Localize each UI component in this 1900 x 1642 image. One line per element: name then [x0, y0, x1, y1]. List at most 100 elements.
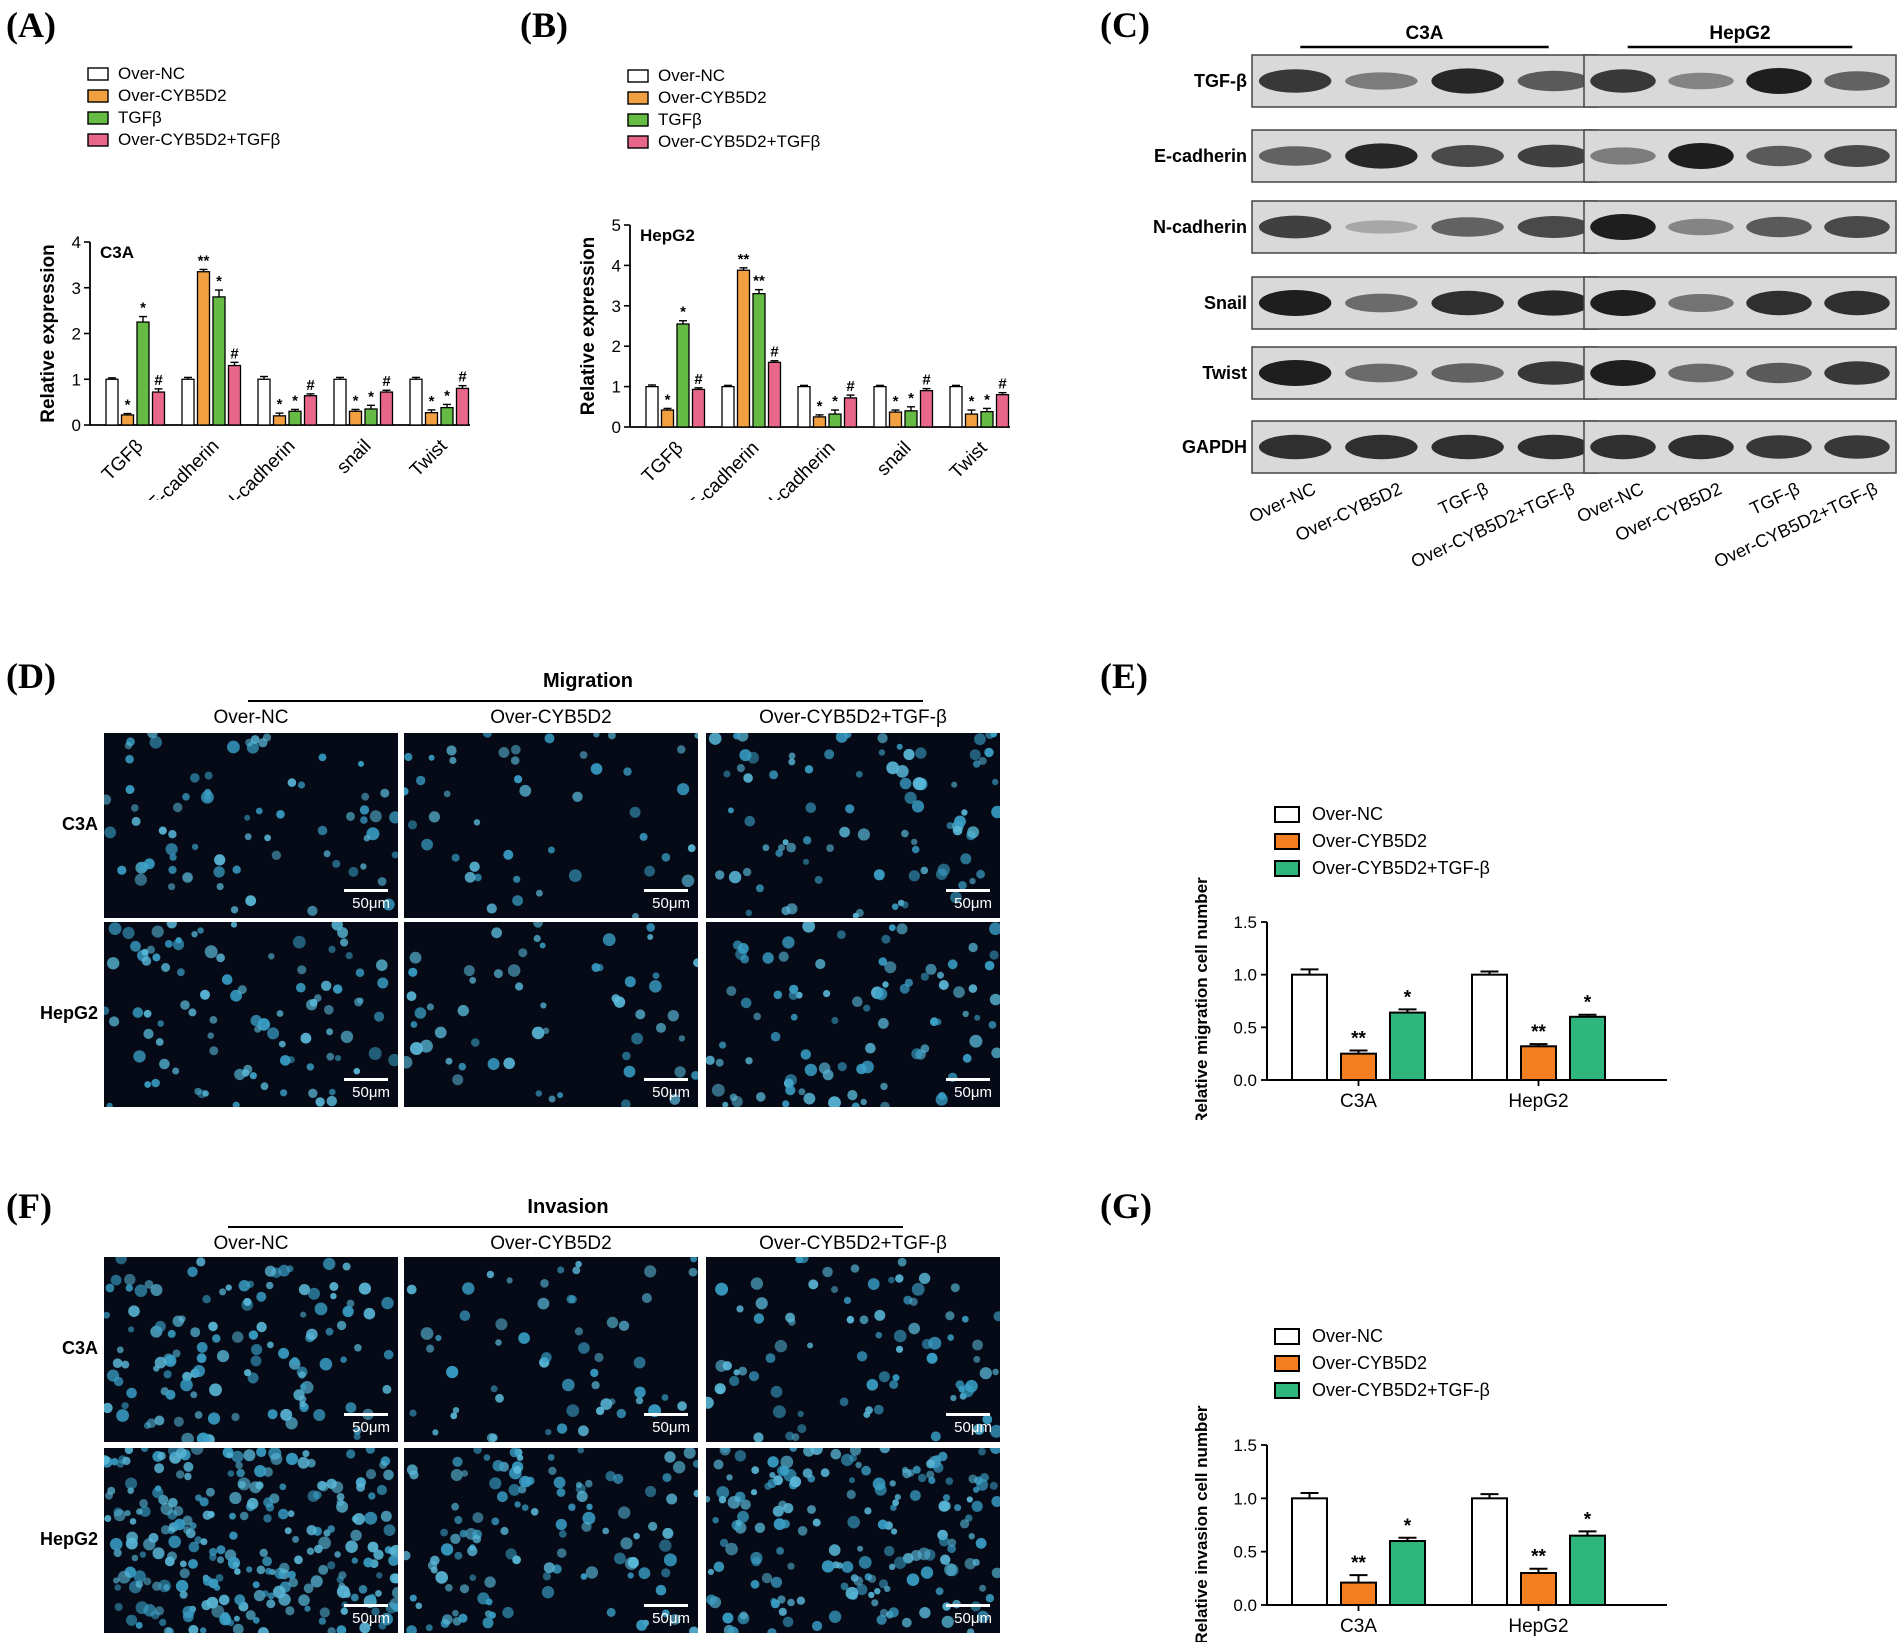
y-axis-label: Relative expression [38, 244, 59, 422]
cell-nucleus [828, 1096, 841, 1107]
cell-nucleus [954, 815, 966, 828]
cell-nucleus [849, 1448, 862, 1456]
cell-nucleus [639, 832, 648, 841]
cell-nucleus [213, 866, 225, 878]
cell-nucleus [308, 1088, 318, 1098]
cell-nucleus [769, 1472, 776, 1479]
cell-nucleus [172, 1067, 180, 1075]
cell-nucleus [661, 853, 671, 862]
cell-nucleus [782, 1100, 790, 1107]
legend-label: Over-CYB5D2 [118, 86, 227, 105]
cell-nucleus [409, 1409, 417, 1417]
cell-nucleus [545, 1428, 552, 1436]
image-column-label: Over-CYB5D2 [490, 1233, 612, 1254]
legend-swatch [1274, 1355, 1300, 1372]
cell-nucleus [104, 1515, 112, 1522]
legend-swatch [1274, 1382, 1300, 1399]
cell-nucleus [800, 1049, 811, 1060]
cell-nucleus [729, 1093, 738, 1102]
cell-nucleus [306, 1525, 317, 1536]
cell-nucleus [209, 1046, 219, 1056]
scale-label: 50μm [954, 1610, 992, 1627]
cell-nucleus [109, 1016, 120, 1027]
cell-nucleus [992, 1368, 999, 1376]
cell-nucleus [134, 873, 147, 886]
cell-nucleus [113, 1548, 122, 1558]
cell-nucleus [159, 1058, 170, 1070]
blot-row-label: E-cadherin [1154, 146, 1247, 166]
cell-nucleus [104, 1311, 110, 1319]
blot-band [1590, 69, 1656, 93]
cell-nucleus [845, 1586, 859, 1600]
cell-nucleus [635, 1396, 644, 1405]
cell-nucleus [231, 1412, 240, 1422]
cell-nucleus [903, 748, 915, 761]
chart-a: Over-NC Over-CYB5D2 TGFβ Over-CYB5D2+TGFβ 0 1… [38, 64, 470, 500]
cell-nucleus [491, 1517, 500, 1526]
bar [1291, 1497, 1328, 1606]
cell-nucleus [541, 1352, 552, 1363]
cell-nucleus [278, 1508, 289, 1520]
bar [1471, 1497, 1508, 1606]
cell-nucleus [578, 1425, 589, 1437]
blot-band [1668, 294, 1734, 312]
cell-nucleus [234, 1068, 246, 1081]
chart-g: Over-NC Over-CYB5D2 Over-CYB5D2+TGF-β 0.0 0.… [1192, 1326, 1667, 1642]
cell-nucleus [216, 953, 225, 963]
cell-nucleus [748, 1371, 760, 1382]
cell-nucleus [937, 971, 944, 979]
cell-nucleus [692, 1459, 698, 1468]
cell-nucleus [715, 870, 725, 880]
cell-nucleus [420, 1327, 434, 1340]
cell-nucleus [117, 865, 127, 875]
cell-nucleus [729, 1375, 740, 1387]
cell-nucleus [285, 1606, 295, 1616]
significance-mark: # [770, 344, 779, 361]
cell-nucleus [356, 1482, 366, 1492]
cell-nucleus [830, 1448, 842, 1460]
cell-nucleus [268, 953, 275, 960]
micrograph-cells [104, 922, 398, 1107]
cell-nucleus [937, 863, 950, 876]
cell-nucleus [342, 1305, 354, 1318]
cell-nucleus [826, 844, 834, 852]
cell-nucleus [318, 753, 327, 762]
cell-nucleus [144, 1280, 154, 1289]
y-tick-label: 2 [612, 337, 621, 356]
cell-nucleus [941, 1501, 951, 1511]
cell-nucleus [742, 867, 752, 877]
cell-nucleus [802, 922, 816, 933]
scale-bar [344, 1078, 388, 1081]
cell-nucleus [128, 1326, 135, 1333]
cell-nucleus [227, 1470, 235, 1477]
cell-nucleus [736, 1305, 744, 1313]
y-tick-label: 1.0 [1233, 966, 1257, 985]
cell-nucleus [278, 1347, 290, 1359]
cell-nucleus [614, 1552, 626, 1565]
cell-nucleus [881, 934, 891, 944]
cell-nucleus [976, 1610, 990, 1623]
y-tick-label: 2 [72, 325, 81, 344]
cell-nucleus [891, 1528, 898, 1535]
x-tick-label: N-cadherin [219, 436, 300, 500]
bar [1340, 1581, 1377, 1607]
cell-nucleus [247, 1372, 259, 1384]
micrograph-cells [104, 1448, 398, 1633]
legend-label: Over-CYB5D2 [658, 88, 767, 107]
cell-nucleus [188, 1624, 199, 1633]
cell-nucleus [802, 1468, 813, 1478]
cell-nucleus [950, 891, 962, 904]
cell-nucleus [313, 1409, 326, 1421]
cell-nucleus [954, 1504, 962, 1512]
cell-nucleus [656, 1022, 666, 1033]
cell-nucleus [124, 1448, 134, 1455]
cell-nucleus [777, 1595, 786, 1604]
cell-nucleus [782, 839, 789, 846]
cell-nucleus [876, 1614, 887, 1625]
blot-lane-label: TGF-β [1747, 478, 1803, 518]
cell-nucleus [821, 1560, 835, 1573]
cell-nucleus [518, 1485, 527, 1494]
cell-nucleus [577, 1448, 585, 1454]
cell-nucleus [317, 825, 328, 836]
micrograph-cells [404, 922, 698, 1107]
